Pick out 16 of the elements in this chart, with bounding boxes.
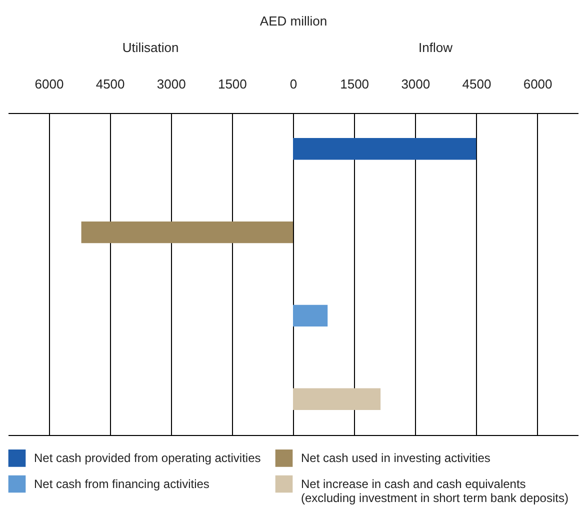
x-tick-label: 4500 (96, 76, 125, 92)
x-tick-label: 3000 (401, 76, 430, 92)
x-tick-label: 4500 (462, 76, 492, 92)
legend-label: Net cash used in investing activities (301, 451, 490, 466)
x-tick-label: 1500 (218, 76, 247, 92)
legend-label: Net cash from financing activities (34, 477, 210, 491)
text: Utilisation (122, 40, 179, 55)
legend-label: Net cash provided from operating activities (34, 451, 261, 466)
x-tick-label: 6000 (34, 76, 64, 92)
text: Inflow (418, 40, 454, 55)
x-axis-title: AED million (260, 14, 328, 28)
legend-label: Net increase in cash and cash equivalents (excluding investment in short term bank deposits) (301, 477, 568, 505)
x-tick-label: 3000 (156, 76, 186, 92)
x-tick-label: 1500 (340, 76, 370, 92)
x-tick-label: 6000 (523, 76, 552, 92)
x-tick-label: 0 (290, 76, 298, 92)
